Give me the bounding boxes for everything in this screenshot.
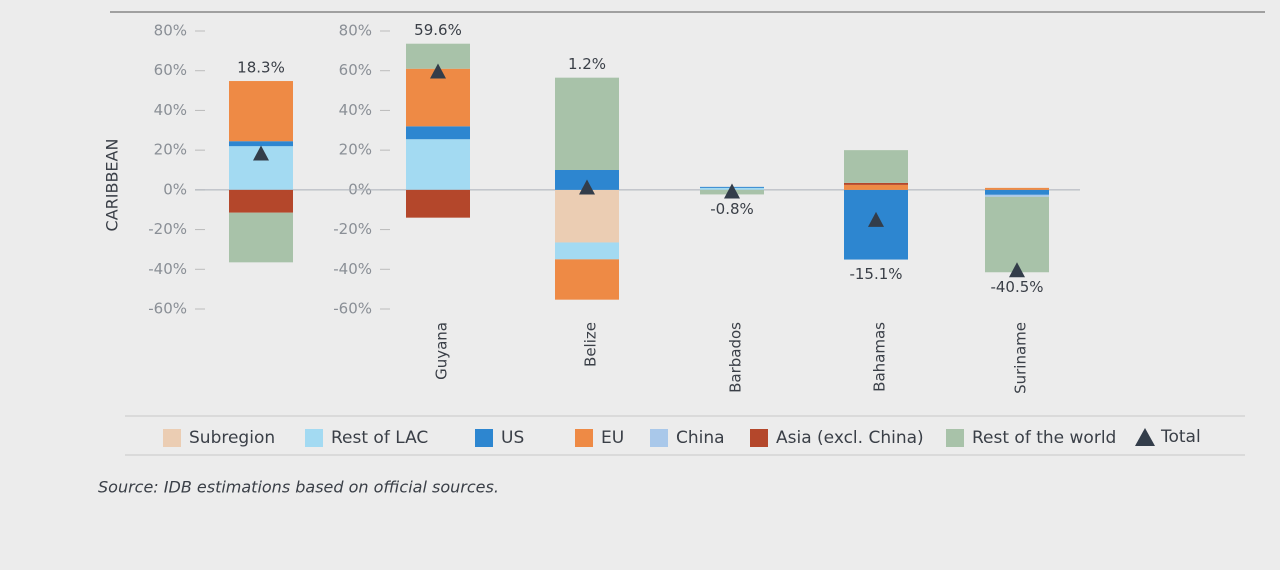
bar-segment: [406, 189, 470, 218]
y-tick-label: -60%: [333, 300, 372, 318]
legend-swatch: [575, 429, 593, 447]
y-tick-label: -20%: [333, 220, 372, 238]
bar-segment: [229, 81, 293, 142]
legend-label: China: [676, 428, 725, 448]
total-marker: [868, 211, 884, 227]
legend-swatch: [163, 429, 181, 447]
y-tick-label: 60%: [154, 61, 187, 79]
legend-label: Rest of the world: [972, 428, 1116, 448]
bar-segment: [555, 77, 619, 170]
legend-swatch: [946, 429, 964, 447]
y-tick-label: -20%: [148, 220, 187, 238]
x-tick-label: Barbados: [727, 322, 745, 393]
legend-label: Rest of LAC: [331, 428, 428, 448]
legend-label: EU: [601, 428, 624, 448]
y-tick-label: 0%: [163, 180, 187, 198]
total-marker: [430, 63, 446, 79]
total-label: 1.2%: [568, 55, 606, 73]
legend-swatch: [750, 429, 768, 447]
bar-segment: [406, 139, 470, 190]
x-tick-label: Guyana: [433, 322, 451, 380]
x-tick-label: Suriname: [1012, 322, 1030, 394]
x-tick-label: Belize: [582, 322, 600, 367]
y-tick-label: 20%: [339, 141, 372, 159]
legend-label: Total: [1160, 427, 1201, 447]
total-label: 59.6%: [414, 21, 462, 39]
bar-segment: [406, 126, 470, 140]
legend-swatch: [305, 429, 323, 447]
y-tick-label: 40%: [154, 101, 187, 119]
bar-segment: [229, 189, 293, 213]
total-marker: [579, 179, 595, 195]
bar-segment: [844, 182, 908, 185]
bar-segment: [555, 259, 619, 300]
y-tick-label: -40%: [148, 260, 187, 278]
y-axis-label: CARIBBEAN: [103, 139, 122, 232]
y-tick-label: 40%: [339, 101, 372, 119]
bar-segment: [985, 189, 1049, 195]
legend-swatch: [650, 429, 668, 447]
bar-segment: [555, 189, 619, 243]
total-marker: [724, 183, 740, 199]
y-tick-label: -40%: [333, 260, 372, 278]
total-marker: [253, 145, 269, 161]
bar-segment: [555, 242, 619, 260]
total-label: -15.1%: [849, 265, 902, 283]
legend-label: Asia (excl. China): [776, 428, 924, 448]
bar-segment: [844, 184, 908, 190]
bar-segment: [229, 212, 293, 263]
legend-label: US: [501, 428, 524, 448]
x-tick-label: Bahamas: [871, 322, 889, 392]
total-label: -40.5%: [990, 278, 1043, 296]
bar-segment: [985, 194, 1049, 197]
legend-label: Subregion: [189, 428, 275, 448]
bar-segment: [985, 187, 1049, 190]
bar-segment: [844, 150, 908, 183]
y-tick-label: 60%: [339, 61, 372, 79]
bar-segment: [229, 141, 293, 147]
total-label: -0.8%: [710, 200, 754, 218]
y-tick-label: 80%: [154, 22, 187, 40]
y-tick-label: -60%: [148, 300, 187, 318]
total-label: 18.3%: [237, 59, 285, 77]
source: Source: IDB estimations based on officia…: [98, 478, 499, 497]
bar-segment: [985, 196, 1049, 273]
legend-swatch: [475, 429, 493, 447]
legend-swatch: [1135, 428, 1155, 446]
y-tick-label: 80%: [339, 22, 372, 40]
y-tick-label: 20%: [154, 141, 187, 159]
total-marker: [1009, 262, 1025, 278]
